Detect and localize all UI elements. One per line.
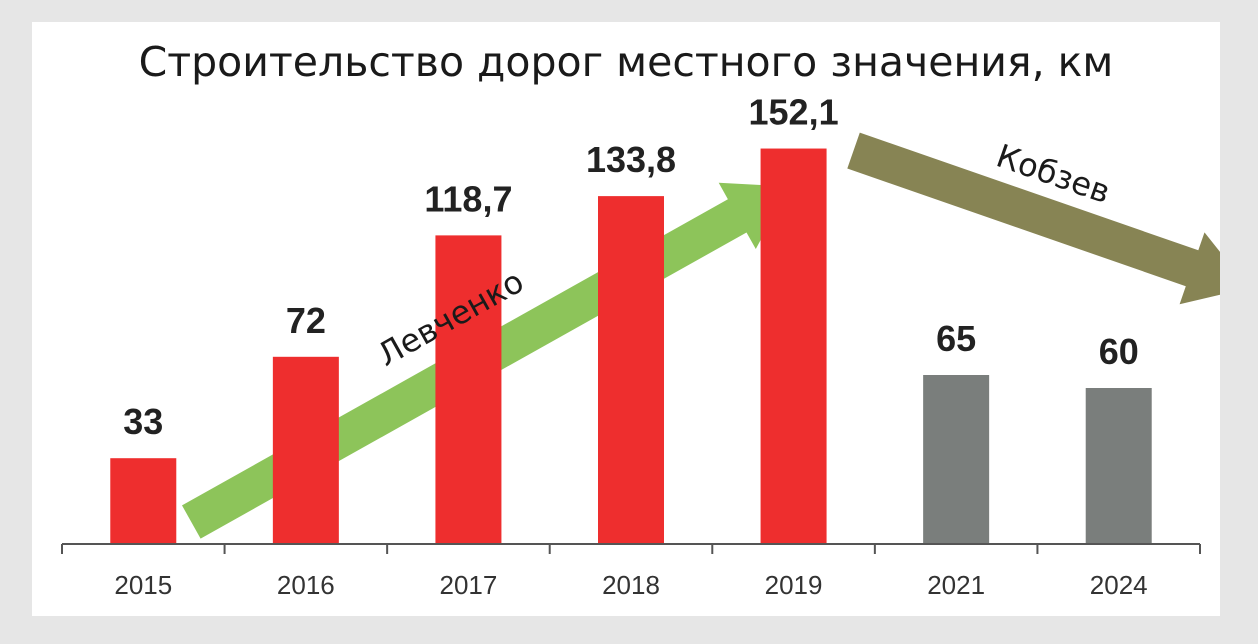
chart-card: Строительство дорог местного значения, к… [32, 22, 1220, 616]
tick-label-2024: 2024 [1090, 570, 1148, 600]
value-label-2015: 33 [123, 401, 163, 442]
tick-label-2018: 2018 [602, 570, 660, 600]
value-labels: 33 72 118,7 133,8 152,1 65 60 [123, 92, 1138, 443]
bar-2021 [923, 375, 990, 544]
tick-label-2019: 2019 [765, 570, 823, 600]
bar-2017 [435, 235, 502, 544]
bar-2019 [760, 148, 827, 544]
tick-label-2015: 2015 [114, 570, 172, 600]
value-label-2017: 118,7 [424, 178, 512, 219]
chart-title: Строительство дорог местного значения, к… [139, 38, 1114, 86]
bar-2016 [272, 356, 339, 544]
tick-label-2016: 2016 [277, 570, 335, 600]
trend-arrow-down [847, 132, 1220, 305]
bar-2015 [110, 458, 177, 544]
tick-label-2021: 2021 [927, 570, 985, 600]
value-label-2021: 65 [936, 318, 976, 359]
value-label-2019: 152,1 [749, 92, 839, 133]
x-axis: 2015 2016 2017 2018 2019 2021 2024 [61, 543, 1201, 600]
value-label-2016: 72 [286, 300, 326, 341]
chart: Строительство дорог местного значения, к… [61, 38, 1220, 600]
value-label-2024: 60 [1099, 331, 1139, 372]
bar-2018 [598, 196, 664, 544]
value-label-2018: 133,8 [586, 139, 676, 180]
bar-2024 [1085, 388, 1152, 544]
tick-label-2017: 2017 [440, 570, 498, 600]
bars [110, 148, 1152, 544]
